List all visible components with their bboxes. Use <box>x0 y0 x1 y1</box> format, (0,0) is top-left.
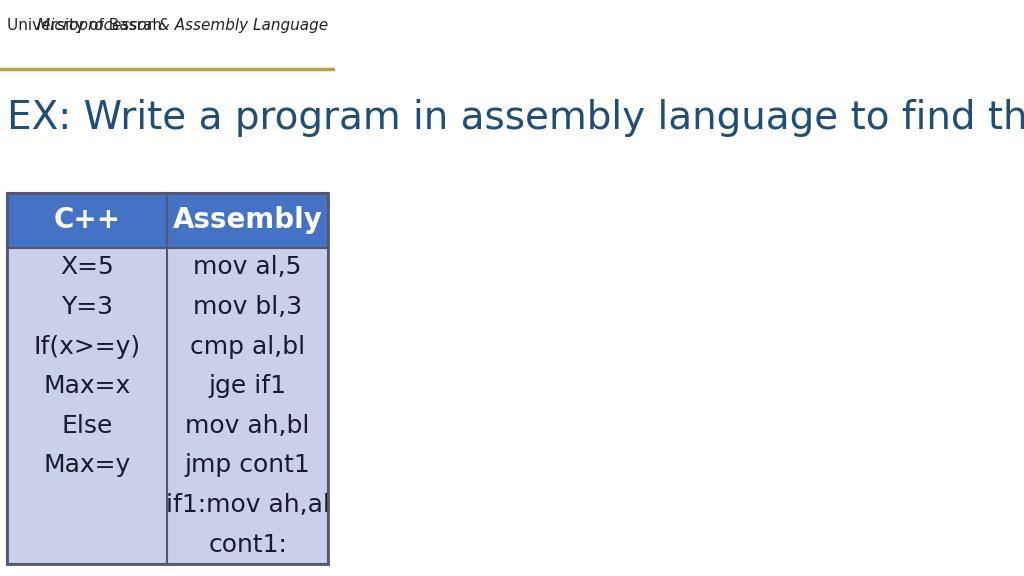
Text: jge if1: jge if1 <box>209 374 287 398</box>
Text: if1:mov ah,al: if1:mov ah,al <box>166 493 330 517</box>
FancyBboxPatch shape <box>167 193 328 248</box>
Text: Max=y: Max=y <box>43 453 131 478</box>
Text: Else: Else <box>61 414 113 438</box>
Text: Microprocessor & Assembly Language: Microprocessor & Assembly Language <box>37 18 328 33</box>
FancyBboxPatch shape <box>7 248 328 564</box>
FancyBboxPatch shape <box>7 193 167 248</box>
Text: Y=3: Y=3 <box>61 295 113 319</box>
Text: mov al,5: mov al,5 <box>194 256 302 279</box>
Text: EX: Write a program in assembly language to find the max of two elements: EX: Write a program in assembly language… <box>7 99 1024 137</box>
Text: X=5: X=5 <box>60 256 114 279</box>
Text: mov bl,3: mov bl,3 <box>194 295 302 319</box>
Text: Assembly: Assembly <box>173 206 323 234</box>
Text: Max=x: Max=x <box>43 374 131 398</box>
Text: jmp cont1: jmp cont1 <box>184 453 310 478</box>
Text: If(x>=y): If(x>=y) <box>34 335 140 359</box>
Text: mov ah,bl: mov ah,bl <box>185 414 310 438</box>
Text: cont1:: cont1: <box>208 533 287 556</box>
Text: cmp al,bl: cmp al,bl <box>190 335 305 359</box>
Text: University of Basrah: University of Basrah <box>7 18 162 33</box>
Text: C++: C++ <box>53 206 121 234</box>
